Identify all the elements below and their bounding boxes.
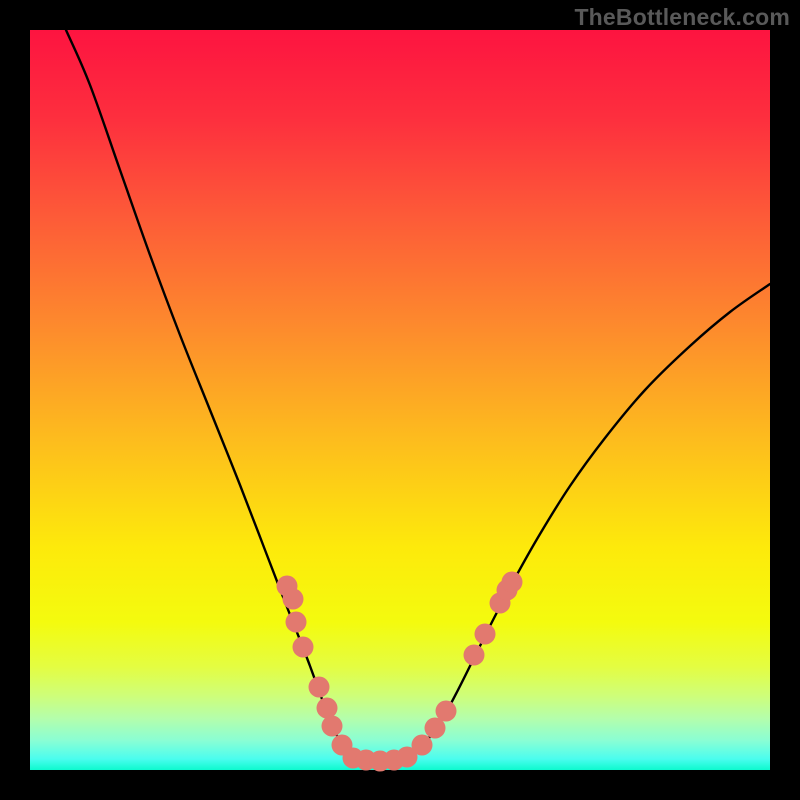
marker-layer <box>30 30 770 770</box>
data-marker <box>475 624 496 645</box>
data-marker <box>286 612 307 633</box>
data-marker <box>283 589 304 610</box>
data-marker <box>322 716 343 737</box>
data-marker <box>464 645 485 666</box>
data-marker <box>309 677 330 698</box>
data-marker <box>502 572 523 593</box>
outer-frame: TheBottleneck.com <box>0 0 800 800</box>
plot-area <box>30 30 770 770</box>
watermark-text: TheBottleneck.com <box>574 4 790 31</box>
data-marker <box>293 637 314 658</box>
data-marker <box>436 701 457 722</box>
data-marker <box>412 735 433 756</box>
